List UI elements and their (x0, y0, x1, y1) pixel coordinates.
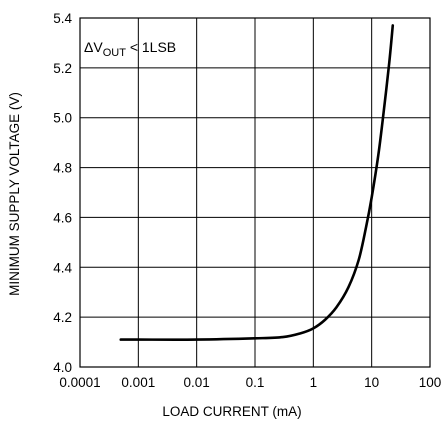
x-tick-label: 0.1 (246, 375, 265, 390)
plot-frame (79, 17, 431, 368)
grid (79, 17, 431, 368)
y-tick-label: 4.6 (53, 210, 72, 225)
annotation-prefix: ΔV (84, 39, 103, 55)
x-tick-label: 0.01 (184, 375, 210, 390)
x-tick-label: 10 (364, 375, 379, 390)
y-tick-label: 4.4 (53, 260, 72, 275)
y-tick-label: 5.0 (53, 111, 72, 126)
annotation-label: ΔVOUT < 1LSB (84, 39, 176, 59)
y-tick-label: 4.2 (53, 310, 72, 325)
series-layer (119, 24, 395, 341)
y-axis-label: MINIMUM SUPPLY VOLTAGE (V) (7, 92, 22, 296)
x-tick-label: 100 (419, 375, 442, 390)
y-tick-label: 5.2 (53, 61, 72, 76)
series-line (119, 24, 395, 341)
y-tick-label: 4.8 (53, 161, 72, 176)
tick-labels: 0.0001 0.001 0.01 0.1 1 10 100 4.0 4.2 4.4 4.6 4.8 5… (53, 11, 441, 390)
x-axis-label: LOAD CURRENT (mA) (162, 404, 301, 419)
annotation-subscript: OUT (103, 47, 127, 59)
x-tick-label: 1 (310, 375, 318, 390)
x-tick-label: 0.001 (121, 375, 155, 390)
y-tick-label: 5.4 (53, 11, 72, 26)
x-tick-label: 0.0001 (59, 375, 100, 390)
y-tick-label: 4.0 (53, 360, 72, 375)
annotation-suffix: < 1LSB (126, 39, 176, 55)
